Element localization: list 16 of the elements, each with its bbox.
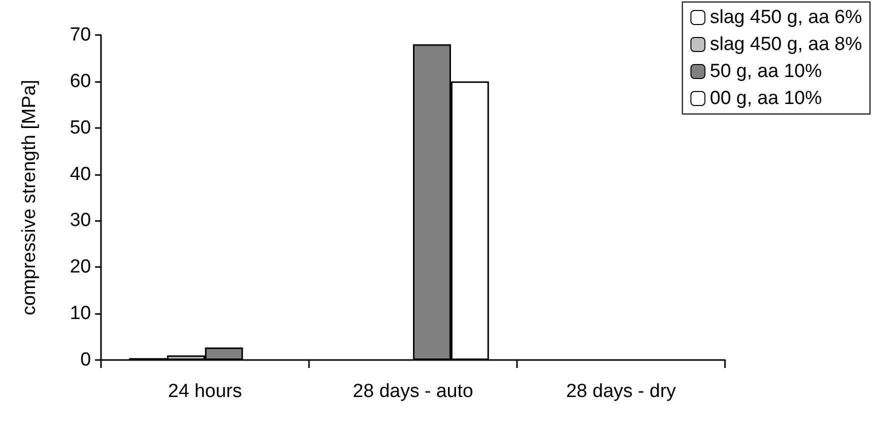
y-axis-title: compressive strength [MPa] [19,80,40,316]
y-tick-label: 70 [70,24,91,46]
y-tick-label: 0 [80,350,91,370]
y-tick-label: 50 [70,117,91,138]
y-tick-label: 20 [70,256,91,278]
y-tick-label: 30 [70,210,91,232]
y-tick-label: 60 [70,70,91,92]
legend-label: slag 450 g, aa 6% [710,7,862,28]
x-tick-label: 28 days - dry [566,381,676,402]
legend-label: 50 g, aa 10% [710,61,822,82]
x-tick-label: 28 days - auto [352,381,474,402]
y-tick-label: 40 [70,164,91,185]
legend-label: slag 450 g, aa 8% [710,34,862,55]
x-tick-label: 24 hours [168,381,242,402]
y-tick-label: 10 [70,303,91,324]
legend-label: 00 g, aa 10% [710,88,822,109]
